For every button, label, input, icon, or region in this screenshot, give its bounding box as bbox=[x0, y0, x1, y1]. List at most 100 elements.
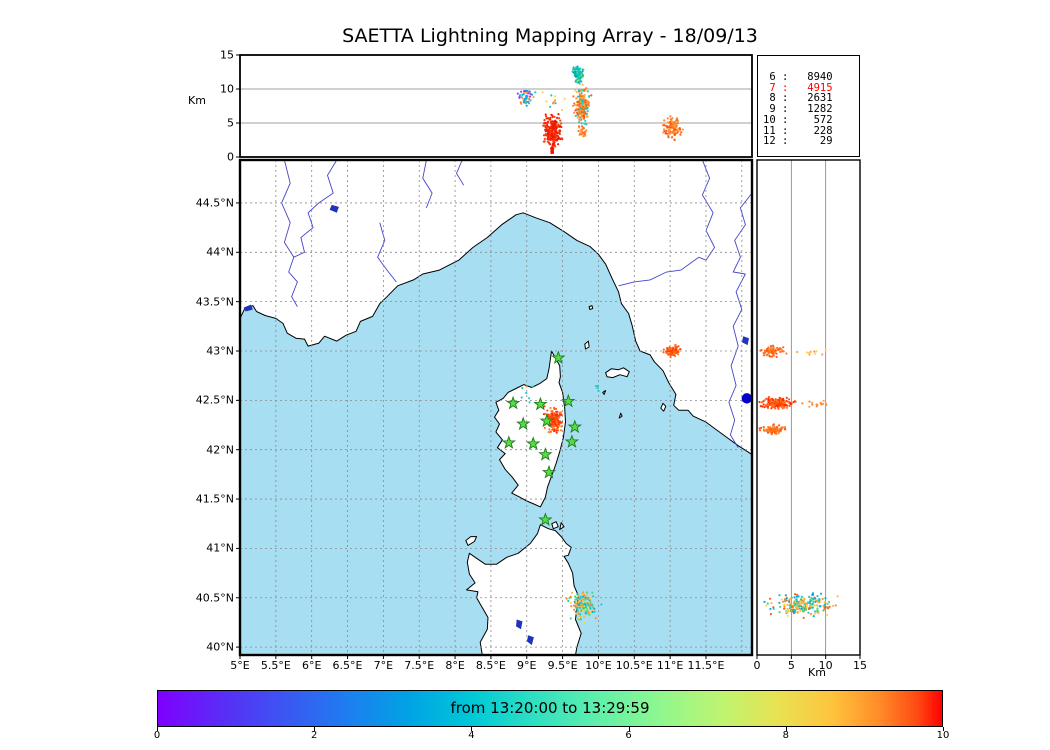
lightning-point bbox=[787, 401, 790, 404]
lightning-point bbox=[565, 597, 568, 600]
lightning-point bbox=[770, 407, 773, 410]
lightning-point bbox=[774, 429, 777, 432]
lightning-point bbox=[582, 615, 586, 618]
lightning-point bbox=[551, 421, 554, 424]
lightning-point bbox=[762, 426, 765, 429]
lightning-point bbox=[527, 102, 531, 105]
lightning-point bbox=[552, 425, 556, 428]
colorbar-tick-label: 0 bbox=[153, 730, 161, 741]
lightning-point bbox=[557, 137, 560, 140]
lightning-point bbox=[808, 595, 811, 598]
lightning-point bbox=[563, 97, 566, 100]
lightning-point bbox=[808, 607, 811, 610]
lightning-point bbox=[575, 90, 578, 94]
colorbar-tick-label: 8 bbox=[782, 730, 789, 741]
lightning-point bbox=[560, 137, 563, 140]
lightning-point bbox=[801, 402, 804, 405]
lightning-point bbox=[670, 347, 673, 350]
lightning-point bbox=[807, 611, 810, 614]
lightning-point bbox=[579, 74, 582, 77]
lightning-point bbox=[800, 595, 803, 598]
lat-tick-label: 40.5°N bbox=[195, 591, 234, 605]
lightning-point bbox=[578, 617, 581, 620]
lightning-point bbox=[670, 122, 673, 125]
figure-title: SAETTA Lightning Mapping Array - 18/09/1… bbox=[342, 25, 758, 47]
lightning-point bbox=[579, 613, 582, 616]
lightning-point bbox=[583, 598, 586, 601]
lightning-point bbox=[581, 75, 584, 78]
lightning-point bbox=[677, 349, 680, 352]
lightning-point bbox=[675, 351, 678, 354]
lightning-point bbox=[789, 604, 792, 607]
lightning-point bbox=[675, 132, 678, 135]
lightning-point bbox=[769, 613, 772, 616]
lat-tick-label: 42°N bbox=[206, 443, 234, 457]
lightning-point bbox=[782, 600, 785, 603]
lightning-point bbox=[553, 428, 556, 431]
lightning-point bbox=[785, 396, 788, 399]
lightning-point bbox=[556, 410, 559, 413]
lightning-point bbox=[822, 399, 825, 402]
lightning-point bbox=[554, 145, 557, 148]
lightning-point bbox=[666, 132, 669, 135]
count-row: 11 : 228 bbox=[763, 124, 833, 137]
lightning-point bbox=[816, 599, 819, 602]
lightning-point bbox=[586, 110, 589, 113]
lightning-point bbox=[794, 609, 797, 612]
lightning-point bbox=[578, 597, 581, 600]
lightning-point bbox=[822, 605, 825, 608]
station-star-icon bbox=[541, 464, 557, 479]
lightning-point bbox=[584, 101, 587, 104]
lightning-point bbox=[520, 96, 523, 99]
lightning-point bbox=[813, 350, 816, 353]
lightning-point bbox=[551, 129, 554, 132]
lightning-point bbox=[576, 609, 579, 612]
lightning-point bbox=[785, 611, 788, 614]
lightning-point bbox=[548, 428, 551, 431]
landmass bbox=[584, 340, 590, 350]
lightning-point bbox=[553, 417, 556, 420]
lightning-point bbox=[548, 142, 551, 145]
lightning-point bbox=[549, 116, 552, 119]
lightning-point bbox=[778, 405, 781, 408]
landmass bbox=[494, 350, 566, 508]
lon-tick-label: 10°E bbox=[585, 659, 612, 672]
lon-tick-label: 7.5°E bbox=[404, 659, 435, 672]
alt-tick-label: 0 bbox=[753, 659, 761, 672]
lightning-point bbox=[799, 609, 802, 612]
lightning-point bbox=[762, 354, 766, 357]
lightning-point bbox=[520, 90, 523, 93]
lightning-point bbox=[559, 119, 562, 122]
lightning-point bbox=[552, 101, 555, 104]
lightning-point bbox=[673, 132, 676, 135]
lightning-point bbox=[575, 601, 578, 604]
lightning-point bbox=[765, 397, 768, 400]
lightning-point bbox=[583, 88, 586, 91]
colorbar-tick-label: 2 bbox=[311, 730, 318, 741]
lightning-point bbox=[551, 116, 554, 119]
lightning-point bbox=[593, 610, 596, 613]
lon-tick-label: 6°E bbox=[301, 659, 322, 672]
lightning-point bbox=[795, 605, 798, 608]
lightning-point bbox=[543, 426, 546, 429]
lightning-point bbox=[546, 409, 549, 412]
lightning-point bbox=[587, 611, 590, 615]
scatter-cluster bbox=[763, 592, 839, 619]
lightning-point bbox=[580, 92, 583, 95]
scatter-cluster bbox=[758, 423, 787, 436]
river bbox=[455, 159, 465, 186]
lightning-point bbox=[767, 352, 770, 355]
lon-tick-label: 7°E bbox=[373, 659, 394, 672]
count-row: 6 : 8940 bbox=[763, 71, 833, 83]
lightning-point bbox=[811, 592, 815, 595]
lon-tick-label: 11°E bbox=[656, 659, 684, 672]
lightning-point bbox=[577, 594, 580, 597]
lightning-point bbox=[560, 425, 563, 428]
lightning-point bbox=[521, 97, 524, 100]
station-star-icon bbox=[533, 396, 548, 411]
lat-tick-label: 44.5°N bbox=[195, 196, 234, 210]
lightning-point bbox=[767, 347, 770, 350]
lat-tick-label: 42.5°N bbox=[195, 393, 234, 407]
lightning-point bbox=[665, 350, 668, 353]
lightning-point bbox=[778, 611, 781, 614]
